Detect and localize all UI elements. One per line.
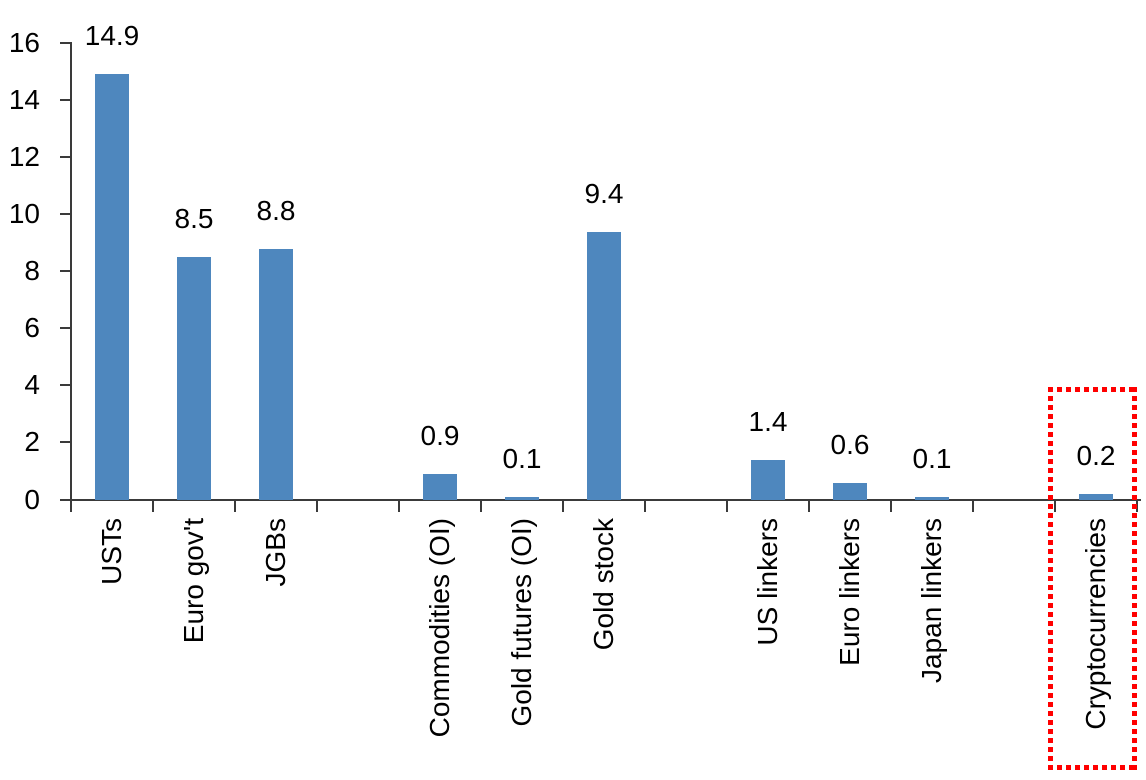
bar-euro-linkers bbox=[833, 483, 867, 500]
y-tick-label: 12 bbox=[8, 140, 40, 172]
y-tick-label: 0 bbox=[24, 483, 40, 515]
bar-us-linkers bbox=[751, 460, 785, 500]
x-axis-tick bbox=[398, 500, 400, 512]
bar-value-label: 9.4 bbox=[584, 178, 624, 209]
bar-value-label: 0.1 bbox=[912, 443, 952, 474]
y-axis-tick bbox=[60, 441, 72, 444]
y-axis-tick bbox=[60, 384, 72, 387]
x-axis-tick bbox=[152, 500, 154, 512]
x-axis-tick bbox=[1136, 500, 1138, 512]
bar-value-label: 8.5 bbox=[174, 203, 214, 234]
y-tick-label: 10 bbox=[8, 197, 40, 229]
bar-japan-linkers bbox=[915, 497, 949, 500]
highlight-box-left bbox=[1048, 387, 1053, 770]
category-label: Commodities (OI) bbox=[424, 518, 455, 738]
y-tick-label: 2 bbox=[24, 426, 40, 458]
category-label: Gold futures (OI) bbox=[506, 518, 537, 727]
category-label: Japan linkers bbox=[916, 518, 947, 683]
bar-gold-stock bbox=[587, 232, 621, 500]
y-axis-tick bbox=[60, 98, 72, 101]
bar-euro-gov-t bbox=[177, 257, 211, 500]
category-label: Gold stock bbox=[588, 518, 619, 651]
y-axis-tick bbox=[60, 41, 72, 44]
x-axis-tick bbox=[562, 500, 564, 512]
bar-value-label: 0.1 bbox=[502, 443, 542, 474]
x-axis-tick bbox=[1054, 500, 1056, 512]
x-axis-tick bbox=[726, 500, 728, 512]
y-tick-label: 4 bbox=[24, 369, 40, 401]
category-label: Euro gov't bbox=[178, 518, 209, 644]
y-tick-label: 16 bbox=[8, 26, 40, 58]
x-axis-tick bbox=[808, 500, 810, 512]
bar-usts bbox=[95, 74, 129, 500]
x-axis-tick bbox=[890, 500, 892, 512]
y-axis-tick bbox=[60, 498, 72, 501]
x-axis-tick bbox=[644, 500, 646, 512]
bar-value-label: 0.6 bbox=[830, 429, 870, 460]
bar-value-label: 0.9 bbox=[420, 420, 460, 451]
highlight-box-right bbox=[1132, 387, 1137, 770]
category-label: US linkers bbox=[752, 518, 783, 646]
x-axis-tick bbox=[316, 500, 318, 512]
category-label: USTs bbox=[96, 518, 127, 585]
x-axis-tick bbox=[480, 500, 482, 512]
bar-value-label: 0.2 bbox=[1076, 440, 1116, 471]
x-axis-tick bbox=[70, 500, 72, 512]
x-axis-line bbox=[70, 499, 1141, 501]
category-label: JGBs bbox=[260, 518, 291, 587]
y-axis-tick bbox=[60, 155, 72, 158]
category-label: Euro linkers bbox=[834, 518, 865, 666]
y-tick-label: 6 bbox=[24, 312, 40, 344]
bar-value-label: 1.4 bbox=[748, 406, 788, 437]
highlight-box-top bbox=[1048, 387, 1137, 392]
bar-gold-futures-oi- bbox=[505, 497, 539, 500]
highlight-box-bottom bbox=[1048, 765, 1137, 770]
y-axis-tick bbox=[60, 212, 72, 215]
highlight-box bbox=[1048, 387, 1137, 770]
y-tick-label: 8 bbox=[24, 255, 40, 286]
bar-value-label: 14.9 bbox=[84, 20, 140, 51]
y-axis-tick bbox=[60, 270, 72, 272]
bar-value-label: 8.8 bbox=[256, 195, 296, 226]
y-axis-tick bbox=[60, 327, 72, 330]
bar-jgbs bbox=[259, 249, 293, 500]
x-axis-tick bbox=[234, 500, 236, 512]
x-axis-tick bbox=[972, 500, 974, 512]
bar-cryptocurrencies bbox=[1079, 494, 1113, 500]
bar-commodities-oi- bbox=[423, 474, 457, 500]
y-tick-label: 14 bbox=[8, 83, 40, 115]
